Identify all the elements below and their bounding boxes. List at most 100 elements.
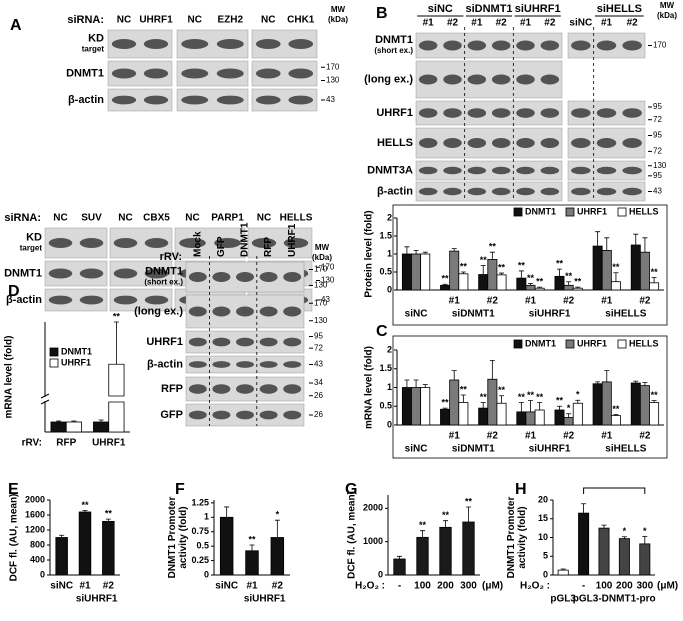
y-axis-label: Protein level (fold)	[364, 210, 375, 297]
lane-label: siNC	[569, 18, 592, 29]
row-label: HELLS	[377, 137, 413, 149]
group-label: siDNMT1	[452, 444, 495, 455]
bar	[487, 258, 498, 291]
bar	[563, 417, 574, 426]
error-bar	[489, 251, 495, 260]
bar	[270, 537, 285, 576]
significance-mark: *	[623, 526, 627, 536]
bar	[598, 527, 610, 576]
x-tick-label: siNC	[215, 581, 238, 592]
bar	[554, 275, 565, 291]
significance-mark: **	[465, 496, 473, 506]
error-bar	[442, 407, 448, 410]
legend-label: UHRF1	[577, 206, 607, 216]
error-bar	[397, 555, 402, 559]
mw-label: 130	[321, 276, 335, 285]
error-bar	[404, 379, 410, 388]
lane-label: SUV	[81, 213, 102, 224]
x-prefix: H₂O₂ :	[355, 581, 385, 592]
x-tick-label: 200	[437, 581, 454, 592]
row-label: RFP	[161, 383, 183, 395]
error-bar	[422, 384, 428, 388]
y-axis-label: DNMT1 Promoter	[167, 497, 178, 579]
row-label: DNMT1	[145, 265, 183, 277]
lane-label: NC	[188, 15, 202, 26]
bar	[572, 287, 583, 291]
blot-band	[79, 238, 104, 248]
mw-label: 95	[653, 171, 662, 180]
blot-band	[596, 166, 617, 175]
blot-band	[188, 361, 207, 368]
blot-band	[259, 361, 278, 368]
chart-frame	[392, 335, 668, 459]
y-tick-label: 20	[538, 494, 548, 504]
axis-break	[40, 393, 50, 399]
significance-mark: **	[442, 510, 450, 520]
blot-band	[622, 138, 642, 148]
error-bar	[642, 535, 648, 544]
blot-band	[283, 361, 302, 368]
error-bar	[460, 271, 466, 274]
mw-label: 43	[653, 187, 662, 196]
blot-band	[443, 166, 462, 175]
blot-band	[255, 39, 281, 49]
error-bar	[480, 402, 486, 409]
y-tick-label: 400	[30, 554, 45, 564]
panel-label: H	[515, 481, 527, 498]
significance-mark: **	[460, 261, 468, 271]
error-bar	[274, 519, 280, 538]
lane-label: #1	[471, 18, 483, 29]
row-label: (long ex.)	[364, 73, 413, 85]
lane-label: Mock	[192, 231, 203, 257]
blot-strip	[415, 160, 563, 181]
bar	[601, 249, 612, 291]
blot-band	[443, 108, 462, 118]
row-label: KD	[88, 32, 104, 44]
blot-band	[467, 40, 487, 51]
blot-band	[79, 268, 104, 279]
mw-label: 26	[314, 410, 323, 419]
lane-label: NC	[118, 213, 132, 224]
blot-band	[540, 138, 560, 148]
blot-band	[288, 95, 314, 105]
mw-label: 170	[314, 298, 328, 307]
error-bar	[113, 321, 119, 365]
significance-mark: **	[113, 311, 121, 321]
significance-mark: **	[442, 274, 450, 284]
significance-mark: *	[276, 510, 280, 520]
lane-label: #2	[447, 18, 459, 29]
row-label: β-actin	[147, 358, 183, 370]
bar	[554, 409, 565, 426]
blot-band	[259, 306, 278, 317]
bar	[516, 277, 527, 291]
blot-band	[179, 238, 206, 248]
blot-band	[467, 74, 487, 85]
error-bar	[71, 420, 77, 422]
error-bar	[518, 270, 524, 279]
blot-band	[622, 187, 642, 196]
blot-band	[212, 410, 231, 420]
x-tick-label: #2	[103, 581, 115, 592]
y-tick-label: 1200	[25, 524, 45, 534]
row-label: β-actin	[6, 294, 42, 306]
blot-band	[259, 410, 278, 420]
group-label: siNC	[428, 3, 453, 15]
row-label: DNMT1	[375, 34, 413, 46]
y-tick-label: 0.5	[379, 401, 392, 411]
blot-band	[188, 306, 207, 317]
axis-break	[40, 399, 50, 405]
blot-band	[467, 166, 487, 175]
x-tick-label: 100	[596, 581, 613, 592]
blot-band	[622, 108, 642, 118]
y-tick-label: 800	[30, 539, 45, 549]
bar	[401, 253, 412, 291]
blot-band	[467, 187, 487, 196]
blot-band	[491, 138, 511, 148]
mw-header: (kDa)	[328, 15, 348, 24]
y-axis-label: DCF fl. (AU, mean)	[9, 494, 20, 582]
legend-label: DNMT1	[525, 206, 556, 216]
y-tick-label: 1600	[25, 509, 45, 519]
significance-mark: **	[651, 390, 659, 400]
mw-label: 170	[653, 41, 667, 50]
bar	[557, 569, 569, 576]
